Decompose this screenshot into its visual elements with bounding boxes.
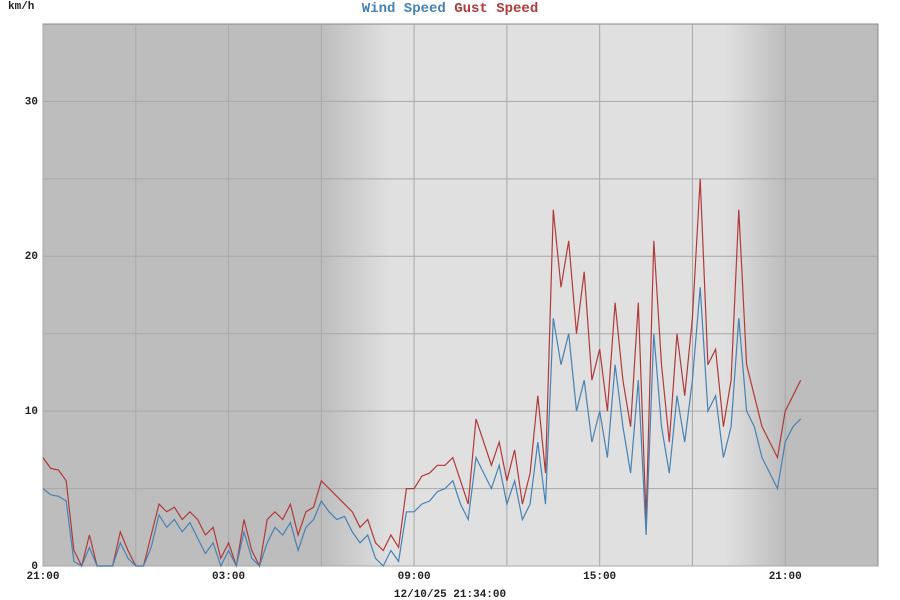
x-tick-label: 15:00	[583, 571, 616, 583]
timestamp: 12/10/25 21:34:00	[394, 589, 506, 600]
y-tick-label: 10	[25, 406, 38, 418]
series-line	[42, 178, 802, 568]
legend-entry: Gust Speed	[454, 1, 538, 17]
y-unit: km/h	[8, 1, 34, 13]
legend: Wind Speed Gust Speed	[362, 1, 538, 17]
plot-area	[42, 23, 879, 567]
x-tick-label: 03:00	[212, 571, 245, 583]
series-line	[42, 287, 802, 568]
legend-entry: Wind Speed	[362, 1, 446, 17]
y-tick-label: 20	[25, 251, 38, 263]
y-tick-label: 0	[31, 561, 38, 573]
x-tick-label: 09:00	[398, 571, 431, 583]
y-tick-label: 30	[25, 96, 38, 108]
x-tick-label: 21:00	[26, 571, 59, 583]
x-tick-label: 21:00	[769, 571, 802, 583]
